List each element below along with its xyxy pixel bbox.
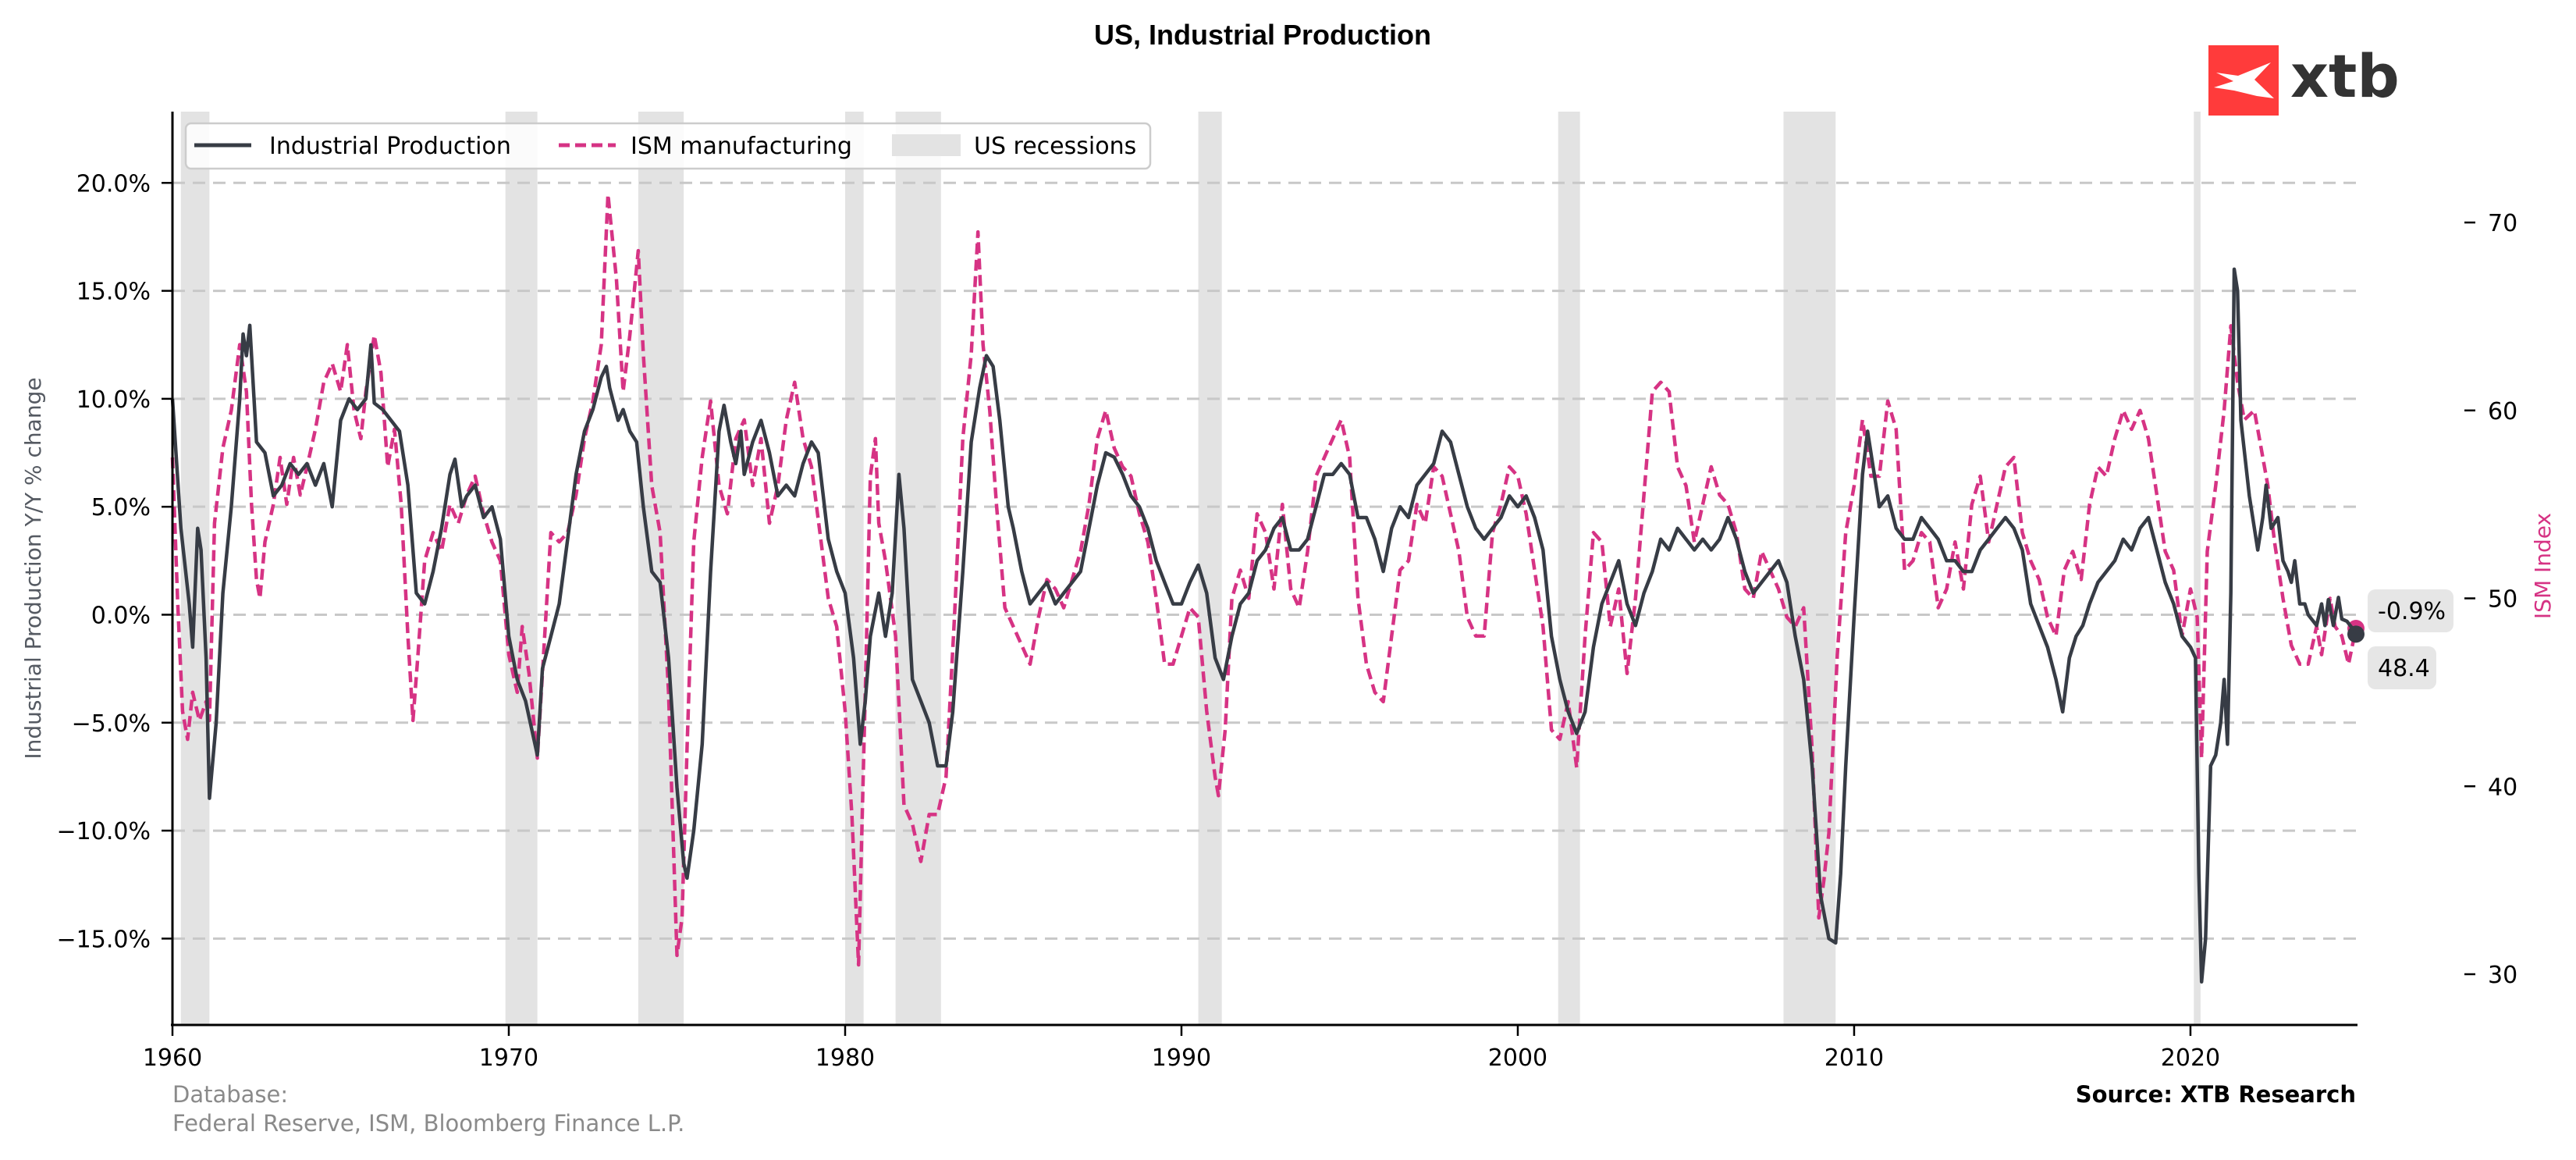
recession-band bbox=[1783, 112, 1836, 1025]
xtb-logo-text: xtb bbox=[2290, 41, 2400, 111]
y-right-tick-label: 60 bbox=[2488, 398, 2517, 425]
y-tick-label: 20.0% bbox=[76, 170, 151, 197]
recession-band bbox=[505, 112, 538, 1025]
series-line-industrial-production bbox=[170, 267, 2357, 984]
y-right-axis-label: ISM Index bbox=[2530, 513, 2556, 619]
last-value-ip: -0.9% bbox=[2378, 598, 2446, 625]
series-line-ism bbox=[170, 192, 2358, 967]
recession-band bbox=[895, 112, 941, 1025]
last-value-badge-ism: 48.4 bbox=[2368, 646, 2436, 689]
y-tick-label: 10.0% bbox=[76, 386, 151, 414]
y-right-tick-label: 70 bbox=[2488, 210, 2517, 237]
y-tick-label: 0.0% bbox=[91, 602, 151, 629]
legend-label-ism: ISM manufacturing bbox=[631, 133, 852, 160]
recession-bands bbox=[180, 112, 2201, 1025]
y-right-tick-label: 50 bbox=[2488, 586, 2517, 614]
legend-label-industrial-production: Industrial Production bbox=[269, 133, 511, 160]
y-tick-label: 5.0% bbox=[91, 494, 151, 521]
y-tick-label: −10.0% bbox=[57, 818, 151, 845]
recession-band bbox=[638, 112, 684, 1025]
y-axis-label: Industrial Production Y/Y % change bbox=[20, 377, 46, 759]
y-right-tick-label: 40 bbox=[2488, 774, 2517, 801]
last-value-ism: 48.4 bbox=[2378, 655, 2430, 682]
recession-band bbox=[1198, 112, 1222, 1025]
xtb-logo-x-icon bbox=[2214, 62, 2274, 98]
source-label: Source: XTB Research bbox=[2076, 1081, 2356, 1108]
x-tick-label: 2010 bbox=[1825, 1044, 1884, 1072]
x-tick-label: 1980 bbox=[815, 1044, 875, 1072]
recession-band bbox=[2194, 112, 2201, 1025]
series-lines bbox=[170, 192, 2365, 984]
y-tick-label: −5.0% bbox=[72, 710, 151, 738]
y-right-tick-label: 30 bbox=[2488, 962, 2517, 989]
database-label: Database: bbox=[172, 1081, 288, 1108]
legend-swatch-recessions bbox=[892, 134, 961, 156]
recession-band bbox=[1558, 112, 1580, 1025]
xtb-logo: xtb bbox=[2208, 41, 2400, 116]
database-sources: Federal Reserve, ISM, Bloomberg Finance … bbox=[172, 1110, 684, 1137]
x-axis-ticks: 1960 1970 1980 1990 2000 2010 2020 bbox=[143, 1025, 2220, 1072]
y-tick-label: −15.0% bbox=[57, 926, 151, 953]
y-axis-ticks: −15.0% −10.0% −5.0% 0.0% 5.0% 10.0% 15.0% 20.0% bbox=[57, 170, 172, 953]
last-point-industrial-production bbox=[2347, 625, 2365, 643]
x-tick-label: 2020 bbox=[2161, 1044, 2220, 1072]
y-right-axis-ticks: 30 40 50 60 70 bbox=[2464, 210, 2517, 989]
x-tick-label: 1960 bbox=[143, 1044, 202, 1072]
x-tick-label: 2000 bbox=[1488, 1044, 1547, 1072]
y-tick-label: 15.0% bbox=[76, 279, 151, 306]
x-tick-label: 1970 bbox=[479, 1044, 538, 1072]
x-tick-label: 1990 bbox=[1152, 1044, 1211, 1072]
chart-title: US, Industrial Production bbox=[1094, 19, 1431, 51]
recession-band bbox=[844, 112, 864, 1025]
legend: Industrial Production ISM manufacturing … bbox=[184, 122, 1152, 170]
last-value-badge-ip: -0.9% bbox=[2368, 589, 2453, 632]
legend-label-recessions: US recessions bbox=[974, 133, 1136, 160]
